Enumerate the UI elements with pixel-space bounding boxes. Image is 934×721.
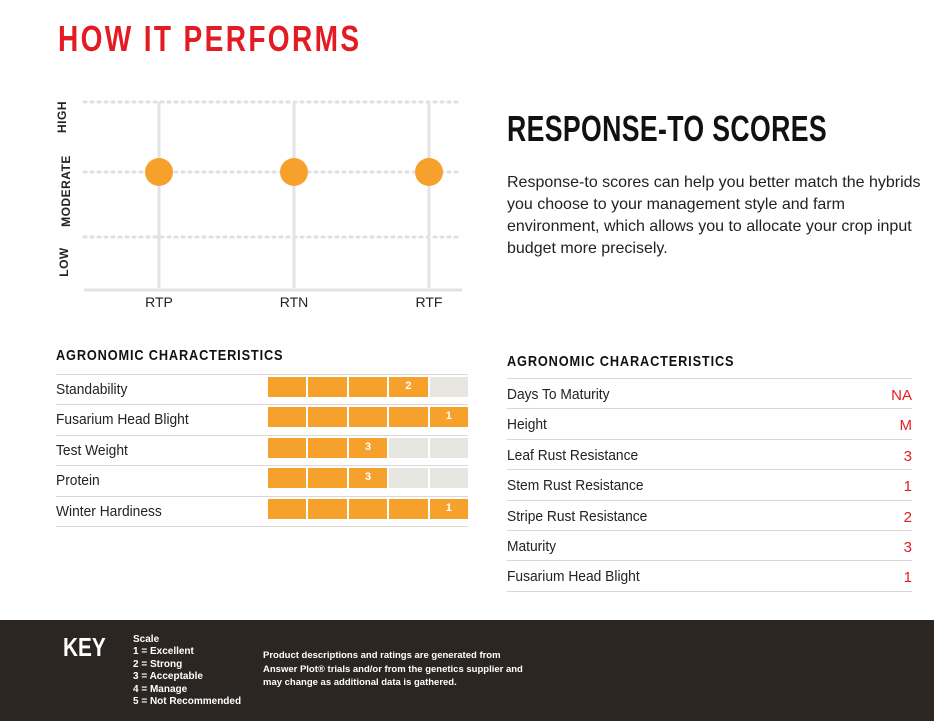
- row-label: Fusarium Head Blight: [56, 411, 189, 429]
- table-row: Fusarium Head Blight 1: [507, 560, 912, 592]
- bar-segment: [429, 377, 469, 397]
- bar-segment: 1: [429, 407, 469, 428]
- bar-segment: [268, 437, 307, 458]
- bar-segment: [389, 498, 428, 519]
- rating-bar: 1: [268, 407, 469, 428]
- row-label: Test Weight: [56, 441, 128, 459]
- row-value: NA: [891, 387, 912, 404]
- response-to-description: Response-to scores can help you better m…: [507, 174, 921, 257]
- bar-segment: [308, 468, 347, 489]
- rating-number: 1: [445, 410, 452, 423]
- bar-segment: [308, 498, 347, 519]
- data-point-rtf: [415, 158, 443, 186]
- row-label: Fusarium Head Blight: [507, 568, 640, 586]
- table-row: Leaf Rust Resistance 3: [507, 438, 912, 469]
- x-label-rtp: RTP: [145, 294, 173, 310]
- row-value: 1: [903, 569, 912, 587]
- bar-segment: [308, 377, 347, 397]
- table-row: Fusarium Head Blight 1: [56, 404, 469, 434]
- data-point-rtp: [145, 158, 173, 186]
- left-section-title: AGRONOMIC CHARACTERISTICS: [56, 347, 284, 364]
- bar-segment: [389, 407, 428, 428]
- bar-segment: [429, 468, 469, 489]
- row-value: 2: [903, 508, 912, 526]
- bar-segment: [348, 377, 388, 397]
- row-label: Protein: [56, 472, 100, 490]
- right-section-title: AGRONOMIC CHARACTERISTICS: [507, 353, 735, 370]
- rating-bar: 1: [268, 498, 469, 519]
- row-label: Leaf Rust Resistance: [507, 446, 639, 464]
- bar-segment: 1: [429, 498, 469, 519]
- data-point-rtn: [280, 158, 308, 186]
- row-label: Winter Hardiness: [56, 502, 162, 520]
- bar-segment: 3: [348, 468, 388, 489]
- bar-segment: 2: [389, 377, 428, 397]
- table-row: Height M: [507, 408, 912, 438]
- bar-segment: [389, 437, 428, 458]
- rating-bar: 3: [268, 437, 469, 458]
- bar-segment: 3: [348, 437, 388, 458]
- table-row: Winter Hardiness 1: [56, 495, 469, 527]
- table-row: Standability 2: [56, 374, 469, 404]
- row-label: Stem Rust Resistance: [507, 477, 644, 495]
- bar-segment: [429, 437, 469, 458]
- table-row: Protein 3: [56, 465, 469, 495]
- bar-segment: [268, 407, 307, 428]
- row-label: Standability: [56, 381, 128, 398]
- row-label: Maturity: [507, 537, 557, 555]
- key-title: KEY: [63, 632, 106, 662]
- rating-number: 3: [364, 440, 372, 453]
- bar-segment: [348, 407, 388, 428]
- scale-item: 5 = Not Recommended: [133, 696, 242, 708]
- page-title: HOW IT PERFORMS: [58, 18, 362, 59]
- scale-item: 1 = Excellent: [133, 646, 194, 658]
- table-row: Days To Maturity NA: [507, 378, 912, 408]
- row-label: Days To Maturity: [507, 386, 610, 403]
- table-row: Stripe Rust Resistance 2: [507, 499, 912, 530]
- row-value: 3: [903, 538, 912, 556]
- rating-bar: 2: [268, 377, 469, 397]
- bar-segment: [268, 377, 307, 397]
- scale-title: Scale: [133, 634, 160, 645]
- rating-number: 1: [445, 501, 452, 514]
- rating-number: 3: [364, 471, 372, 484]
- response-to-chart: HIGH MODERATE LOW RTP RTN RTF: [50, 92, 470, 322]
- scale-item: 3 = Acceptable: [133, 671, 203, 683]
- right-characteristics-table: Days To Maturity NA Height M Leaf Rust Res…: [507, 378, 912, 592]
- disclaimer-text: Product descriptions and ratings are gen…: [263, 650, 523, 688]
- row-label: Height: [507, 416, 547, 434]
- rating-bar: 3: [268, 468, 469, 489]
- x-label-rtf: RTF: [415, 294, 443, 310]
- row-value: 1: [903, 478, 912, 496]
- x-label-rtn: RTN: [279, 294, 309, 310]
- rating-number: 2: [405, 380, 412, 392]
- table-row: Stem Rust Resistance 1: [507, 469, 912, 499]
- row-value: 3: [903, 447, 912, 465]
- chart-plot-area: [82, 100, 464, 292]
- bar-segment: [389, 468, 428, 489]
- table-row: Test Weight 3: [56, 434, 469, 465]
- row-label: Stripe Rust Resistance: [507, 507, 648, 525]
- scale-item: 2 = Strong: [133, 658, 183, 670]
- row-value: M: [899, 417, 913, 435]
- bar-segment: [308, 437, 347, 458]
- left-characteristics-table: Standability 2 Fusarium Head Blight 1 Te…: [56, 374, 469, 527]
- bar-segment: [308, 407, 347, 428]
- bar-segment: [268, 498, 307, 519]
- table-row: Maturity 3: [507, 529, 912, 560]
- footer-key: KEY Scale 1 = Excellent 2 = Strong 3 = A…: [0, 620, 934, 721]
- bar-segment: [348, 498, 388, 519]
- response-to-heading: RESPONSE-TO SCORES: [507, 108, 827, 149]
- scale-list: Scale 1 = Excellent 2 = Strong 3 = Accep…: [133, 634, 241, 708]
- bar-segment: [268, 468, 307, 489]
- scale-item: 4 = Manage: [133, 683, 188, 695]
